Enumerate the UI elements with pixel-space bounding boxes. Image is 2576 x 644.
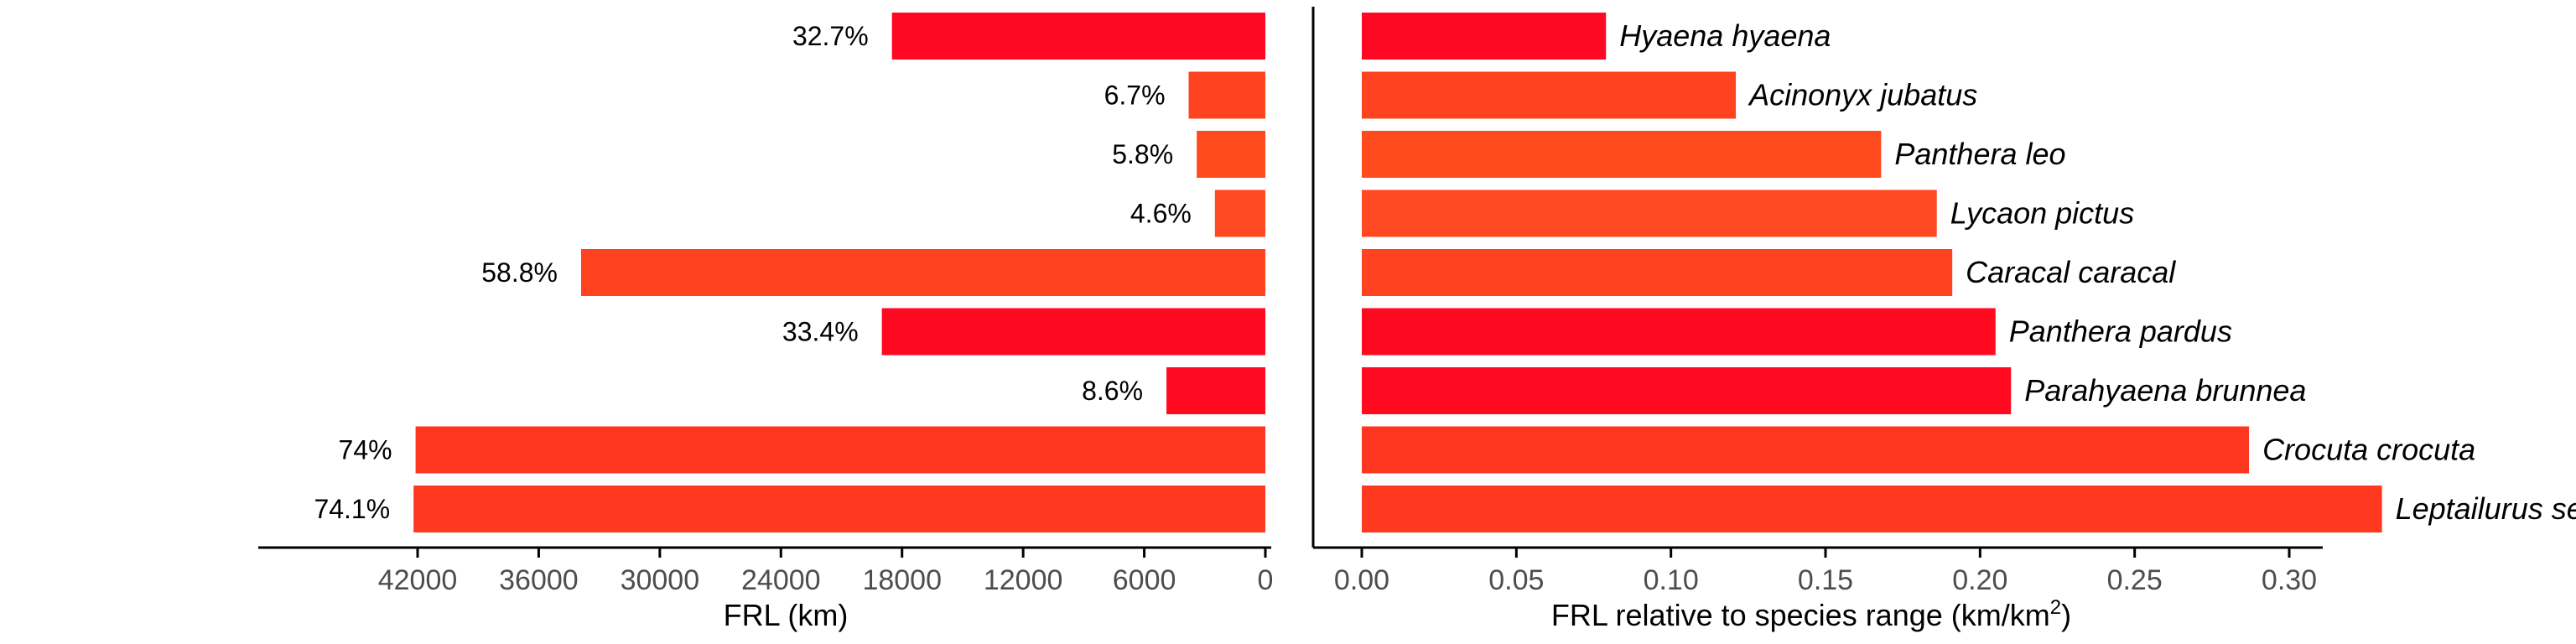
right-x-tick-label-1: 0.05 — [1488, 564, 1544, 596]
right-panel: Hyaena hyaena Acinonyx jubatus Panthera le… — [1313, 13, 2576, 632]
left-x-tick-label-5: 12000 — [984, 564, 1063, 596]
left-x-tick-label-3: 24000 — [741, 564, 821, 596]
left-x-axis-title: FRL (km) — [724, 598, 849, 632]
right-category-label-8: Leptailurus serval — [2396, 491, 2576, 526]
left-bar-6 — [1166, 367, 1265, 414]
right-x-tick-label-4: 0.20 — [1952, 564, 2007, 596]
left-bar-1 — [1188, 71, 1265, 119]
right-category-label-4: Caracal caracal — [1966, 255, 2176, 289]
right-x-axis-title-main: FRL relative to species range (km/km — [1551, 598, 2050, 632]
right-x-tick-label-3: 0.15 — [1798, 564, 1853, 596]
right-bar-8 — [1362, 486, 2382, 532]
right-x-axis-title-tail: ) — [2061, 598, 2071, 632]
right-x-tick-label-5: 0.25 — [2107, 564, 2163, 596]
left-panel: 32.7% 6.7% 5.8% 4.6% 58.8% 33.4% 8.6% 74% 74.1% 4… — [258, 13, 1273, 632]
left-bar-5 — [881, 308, 1265, 356]
right-bar-7 — [1362, 426, 2250, 474]
right-x-tick-label-6: 0.30 — [2262, 564, 2317, 596]
left-data-label-8: 74.1% — [314, 494, 390, 524]
left-data-label-0: 32.7% — [792, 21, 869, 51]
right-category-label-7: Crocuta crocuta — [2262, 433, 2475, 467]
right-x-tick-label-2: 0.10 — [1644, 564, 1699, 596]
left-data-label-2: 5.8% — [1112, 139, 1173, 169]
right-bar-0 — [1362, 13, 1607, 60]
left-bar-8 — [413, 486, 1266, 532]
right-bar-3 — [1362, 190, 1937, 237]
left-x-tick-label-2: 30000 — [621, 564, 700, 596]
left-x-tick-label-1: 36000 — [499, 564, 579, 596]
right-bar-1 — [1362, 71, 1737, 119]
right-category-label-0: Hyaena hyaena — [1619, 18, 1831, 53]
right-bar-6 — [1362, 367, 2012, 414]
left-data-label-6: 8.6% — [1082, 376, 1143, 406]
left-bar-4 — [580, 249, 1265, 296]
left-data-label-4: 58.8% — [481, 257, 558, 288]
left-x-tick-label-4: 18000 — [862, 564, 942, 596]
left-bar-7 — [415, 426, 1265, 474]
left-x-tick-label-6: 6000 — [1113, 564, 1176, 596]
left-bar-3 — [1214, 190, 1265, 237]
left-x-tick-label-7: 0 — [1258, 564, 1274, 596]
right-bar-5 — [1362, 308, 1996, 356]
right-bar-4 — [1362, 249, 1953, 296]
left-x-tick-label-0: 42000 — [378, 564, 458, 596]
left-bar-0 — [891, 13, 1265, 60]
left-data-label-7: 74% — [339, 435, 392, 465]
left-data-label-3: 4.6% — [1130, 199, 1192, 229]
right-category-label-3: Lycaon pictus — [1950, 196, 2134, 231]
right-category-label-5: Panthera pardus — [2009, 314, 2232, 349]
left-data-label-5: 33.4% — [782, 317, 859, 347]
right-x-axis-title: FRL relative to species range (km/km2) — [1551, 596, 2071, 632]
right-category-label-6: Parahyaena brunnea — [2024, 373, 2306, 408]
left-bar-2 — [1197, 131, 1265, 178]
right-bar-2 — [1362, 131, 1882, 178]
left-data-label-1: 6.7% — [1104, 80, 1166, 111]
right-x-tick-label-0: 0.00 — [1334, 564, 1389, 596]
right-x-axis-title-superscript: 2 — [2050, 596, 2061, 619]
right-category-label-2: Panthera leo — [1894, 137, 2065, 171]
right-category-label-1: Acinonyx jubatus — [1748, 78, 1977, 112]
